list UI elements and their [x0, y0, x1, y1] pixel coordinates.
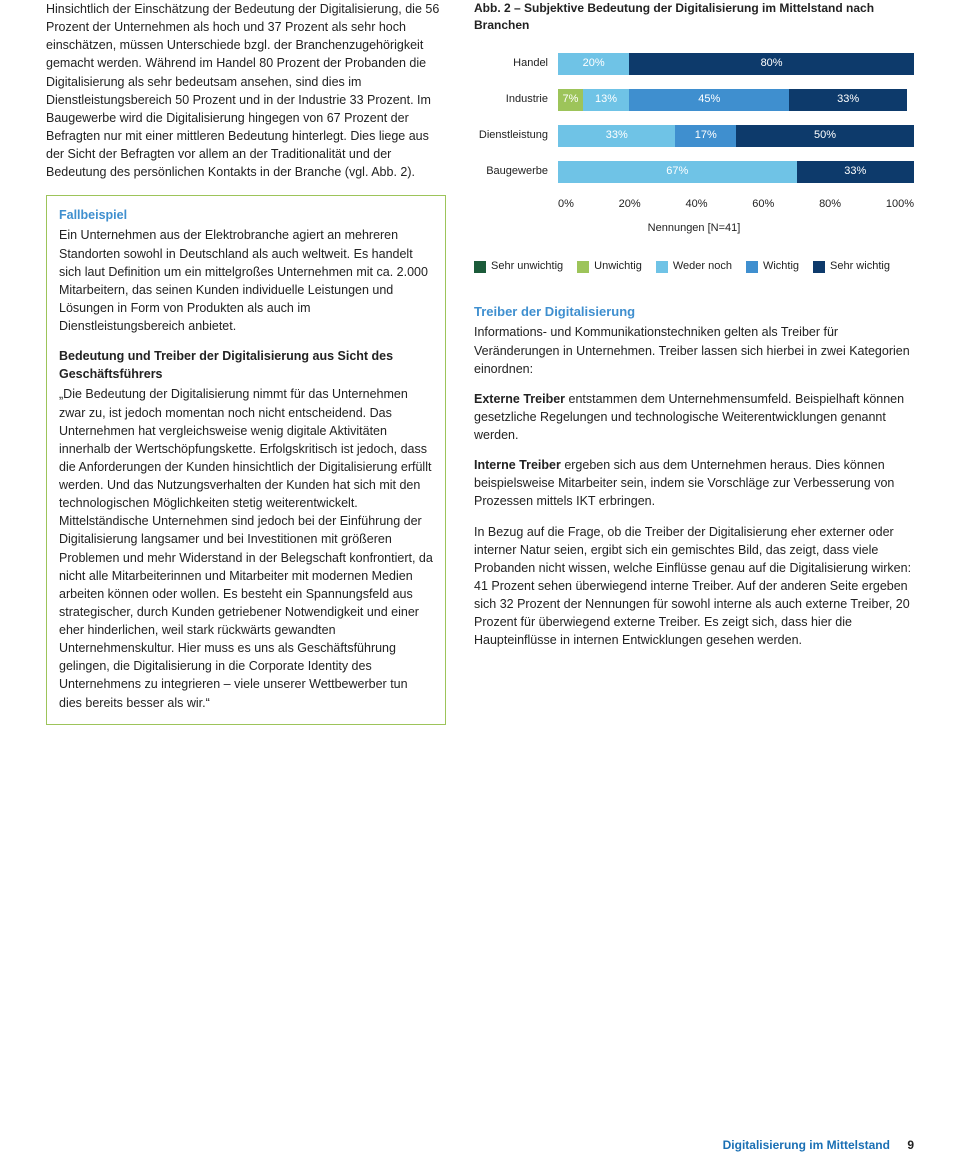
- chart-bar-segment: 17%: [675, 125, 736, 147]
- treiber-paragraph-extern: Externe Treiber entstammen dem Unternehm…: [474, 390, 914, 444]
- legend-swatch: [474, 261, 486, 273]
- legend-label: Sehr unwichtig: [491, 259, 563, 275]
- chart-bar-track: 33%17%50%: [558, 125, 914, 147]
- footer-title: Digitalisierung im Mittelstand: [723, 1138, 890, 1152]
- chart-title: Abb. 2 – Subjektive Bedeutung der Digita…: [474, 0, 914, 35]
- legend-label: Wichtig: [763, 259, 799, 275]
- section-heading-treiber: Treiber der Digitalisierung: [474, 303, 914, 322]
- chart-x-tick: 20%: [619, 197, 641, 213]
- chart-caption: Nennungen [N=41]: [474, 221, 914, 237]
- chart-bar-segment: 7%: [558, 89, 583, 111]
- chart-bar-track: 20%80%: [558, 53, 914, 75]
- chart-x-tick: 60%: [752, 197, 774, 213]
- case-study-box: Fallbeispiel Ein Unternehmen aus der Ele…: [46, 195, 446, 724]
- chart-category-label: Dienstleistung: [474, 128, 558, 144]
- chart-category-label: Baugewerbe: [474, 164, 558, 180]
- legend-swatch: [813, 261, 825, 273]
- chart-bar-segment: 45%: [629, 89, 789, 111]
- chart-bar-segment: 50%: [736, 125, 914, 147]
- chart-bar-segment: 33%: [558, 125, 675, 147]
- legend-swatch: [577, 261, 589, 273]
- legend-label: Sehr wichtig: [830, 259, 890, 275]
- legend-item: Wichtig: [746, 259, 799, 275]
- stacked-bar-chart: Handel20%80%Industrie7%13%45%33%Dienstle…: [474, 53, 914, 237]
- chart-bar-track: 67%33%: [558, 161, 914, 183]
- treiber-paragraph-result: In Bezug auf die Frage, ob die Treiber d…: [474, 523, 914, 650]
- chart-bar-segment: 33%: [789, 89, 906, 111]
- chart-row: Baugewerbe67%33%: [474, 161, 914, 183]
- legend-label: Weder noch: [673, 259, 732, 275]
- legend-swatch: [746, 261, 758, 273]
- chart-bar-segment: 13%: [583, 89, 629, 111]
- legend-swatch: [656, 261, 668, 273]
- chart-row: Industrie7%13%45%33%: [474, 89, 914, 111]
- chart-row: Dienstleistung33%17%50%: [474, 125, 914, 147]
- footer-page-number: 9: [907, 1138, 914, 1152]
- chart-legend: Sehr unwichtig Unwichtig Weder noch Wichtig…: [474, 259, 914, 275]
- chart-category-label: Handel: [474, 56, 558, 72]
- chart-x-tick: 0%: [558, 197, 574, 213]
- chart-x-tick: 80%: [819, 197, 841, 213]
- legend-item: Weder noch: [656, 259, 732, 275]
- legend-label: Unwichtig: [594, 259, 642, 275]
- chart-x-tick: 40%: [685, 197, 707, 213]
- intern-bold: Interne Treiber: [474, 458, 561, 472]
- legend-item: Sehr unwichtig: [474, 259, 563, 275]
- chart-row: Handel20%80%: [474, 53, 914, 75]
- chart-bar-segment: 67%: [558, 161, 797, 183]
- case-subheading: Bedeutung und Treiber der Digitalisierun…: [59, 347, 433, 383]
- intro-paragraph: Hinsichtlich der Einschätzung der Bedeut…: [46, 0, 446, 181]
- case-paragraph-2: „Die Bedeutung der Digitalisierung nimmt…: [59, 385, 433, 711]
- chart-bar-track: 7%13%45%33%: [558, 89, 914, 111]
- case-heading: Fallbeispiel: [59, 206, 433, 224]
- legend-item: Unwichtig: [577, 259, 642, 275]
- case-paragraph-1: Ein Unternehmen aus der Elektrobranche a…: [59, 226, 433, 335]
- chart-bar-segment: 80%: [629, 53, 914, 75]
- chart-category-label: Industrie: [474, 92, 558, 108]
- chart-bar-segment: 20%: [558, 53, 629, 75]
- extern-bold: Externe Treiber: [474, 392, 565, 406]
- chart-x-tick: 100%: [886, 197, 914, 213]
- chart-bar-segment: 33%: [797, 161, 914, 183]
- legend-item: Sehr wichtig: [813, 259, 890, 275]
- treiber-paragraph-intern: Interne Treiber ergeben sich aus dem Unt…: [474, 456, 914, 510]
- chart-x-axis: 0% 20% 40% 60% 80% 100%: [474, 197, 914, 213]
- page-footer: Digitalisierung im Mittelstand 9: [723, 1137, 914, 1154]
- treiber-paragraph-intro: Informations- und Kommunikationstechnike…: [474, 323, 914, 377]
